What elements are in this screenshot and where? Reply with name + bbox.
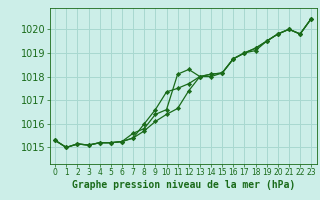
X-axis label: Graphe pression niveau de la mer (hPa): Graphe pression niveau de la mer (hPa) xyxy=(72,180,295,190)
